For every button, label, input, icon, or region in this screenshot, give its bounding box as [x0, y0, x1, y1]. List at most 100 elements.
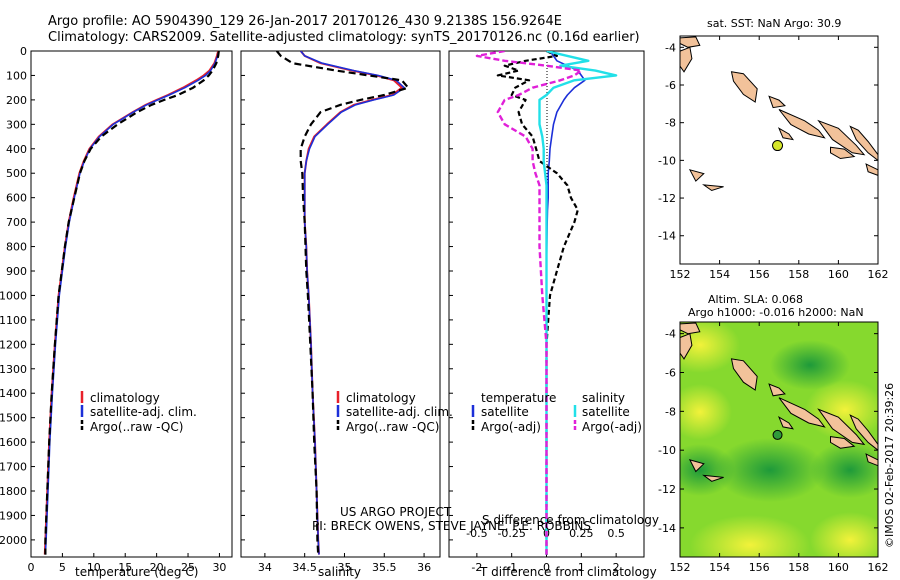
temperature-axes — [30, 50, 233, 558]
island — [730, 71, 758, 103]
series-line-argo-raw-qc- — [275, 51, 410, 555]
map-x-tick-label: 158 — [788, 268, 809, 281]
x-tick-label: 34 — [258, 561, 272, 574]
x-tick-label: 1 — [578, 561, 585, 574]
legend-s-satellite: satellite — [582, 405, 630, 419]
sla-field — [680, 322, 878, 557]
map-y-tick-label: -12 — [658, 483, 676, 496]
map-x-tick-label: 162 — [868, 268, 889, 281]
map-y-tick-label: -8 — [665, 117, 676, 130]
island — [702, 474, 724, 482]
sst-map: 152 154 156 158 160 162 -4 -6 -8 -10 -12 -14 — [658, 35, 889, 281]
sst-map-title: sat. SST: NaN Argo: 30.9 — [707, 17, 841, 30]
island — [768, 383, 786, 397]
difference-series — [475, 51, 618, 557]
map-x-tick-label: 152 — [670, 268, 691, 281]
series-line-t-argo-adj- — [496, 51, 579, 555]
x-tick-label: 34.5 — [292, 561, 317, 574]
credit-line2: PI: BRECK OWENS, STEVE JAYNE, P.E. ROBBI… — [312, 519, 591, 533]
x-tick-label: 35 — [337, 561, 351, 574]
island — [768, 95, 786, 109]
y-tick-label: 1300 — [0, 363, 27, 376]
map-x-tick-label: 154 — [709, 561, 730, 574]
x-tick-label: 2 — [613, 561, 620, 574]
legend-t-satellite: satellite — [481, 405, 529, 419]
x-tick-label: 20 — [150, 561, 164, 574]
x-tick-label: -2 — [471, 561, 482, 574]
map-y-tick-label: -6 — [665, 366, 676, 379]
y-tick-label: 700 — [6, 216, 27, 229]
x-tick-label-s: 0.25 — [569, 527, 594, 540]
legend-salinity: salinity — [582, 391, 625, 405]
island — [778, 109, 826, 139]
legend-argo: Argo(..raw -QC) — [90, 420, 183, 434]
legend-t-argo: Argo(-adj) — [481, 420, 541, 434]
y-tick-label: 1100 — [0, 314, 27, 327]
legend-climatology: climatology — [346, 391, 416, 405]
argo-position-marker — [772, 429, 783, 440]
y-tick-label: 100 — [6, 69, 27, 82]
y-tick-label: 1400 — [0, 387, 27, 400]
y-tick-label: 1900 — [0, 509, 27, 522]
island — [849, 125, 879, 162]
salinity-axes — [240, 50, 441, 558]
sla-map-title: Altim. SLA: 0.068 — [708, 293, 803, 306]
y-tick-label: 1700 — [0, 461, 27, 474]
header-line2: Climatology: CARS2009. Satellite-adjuste… — [48, 30, 640, 45]
x-tick-label-s: -0.25 — [497, 527, 525, 540]
y-tick-label: 0 — [20, 45, 27, 58]
map-x-tick-label: 162 — [868, 561, 889, 574]
x-tick-label: 5 — [59, 561, 66, 574]
map-y-tick-label: -4 — [665, 41, 676, 54]
salinity-ticks: 34 34.5 35 35.5 36 — [241, 50, 431, 574]
island — [830, 436, 856, 449]
map-x-tick-label: 154 — [709, 268, 730, 281]
x-tick-label: 30 — [212, 561, 226, 574]
series-line-s-argo-adj- — [475, 51, 583, 555]
map-y-tick-label: -10 — [658, 154, 676, 167]
y-tick-label: 300 — [6, 118, 27, 131]
difference-legend: temperature salinity satellite Argo(-adj… — [471, 391, 642, 434]
salinity-legend: climatology satellite-adj. clim. Argo(..… — [336, 391, 453, 434]
island — [730, 358, 758, 391]
sla-map-subtitle: Argo h1000: -0.016 h2000: NaN — [688, 306, 864, 319]
series-line-satellite-adj-clim- — [44, 51, 220, 555]
island — [777, 416, 795, 430]
island — [817, 408, 866, 446]
y-tick-label: 800 — [6, 241, 27, 254]
sla-map: 152 154 156 158 160 162 -4 -6 -8 -10 -12 -14 — [658, 321, 889, 574]
island — [817, 119, 866, 156]
x-tick-label: -1 — [506, 561, 517, 574]
y-tick-label: 1800 — [0, 485, 27, 498]
island — [679, 36, 701, 48]
temperature-legend: climatology satellite-adj. clim. Argo(..… — [80, 391, 197, 434]
island — [777, 127, 795, 141]
island — [688, 169, 705, 182]
timestamp-label: ©IMOS 02-Feb-2017 20:39:26 — [883, 383, 896, 548]
map-y-tick-label: -10 — [658, 444, 676, 457]
x-tick-label: 15 — [118, 561, 132, 574]
legend-climatology: climatology — [90, 391, 160, 405]
y-tick-label: 600 — [6, 192, 27, 205]
y-tick-label: 500 — [6, 167, 27, 180]
island — [830, 146, 856, 160]
x-tick-label: 10 — [87, 561, 101, 574]
island — [679, 333, 693, 360]
y-tick-label: 1600 — [0, 436, 27, 449]
map-y-tick-label: -8 — [665, 405, 676, 418]
series-line-satellite-adj-clim- — [300, 51, 406, 555]
island — [688, 459, 705, 473]
salinity-series — [275, 51, 410, 555]
legend-temperature: temperature — [481, 391, 556, 405]
temperature-xlabel: temperature (deg C) — [75, 565, 198, 579]
y-tick-label: 400 — [6, 143, 27, 156]
island — [701, 184, 724, 192]
map-x-tick-label: 152 — [670, 561, 691, 574]
temperature-series — [43, 51, 220, 555]
x-tick-label-s: 0.5 — [607, 527, 625, 540]
x-tick-label-s: -0.5 — [466, 527, 487, 540]
legend-satellite: satellite-adj. clim. — [346, 405, 453, 419]
y-tick-label: 1200 — [0, 338, 27, 351]
salinity-xlabel: salinity — [318, 565, 361, 579]
